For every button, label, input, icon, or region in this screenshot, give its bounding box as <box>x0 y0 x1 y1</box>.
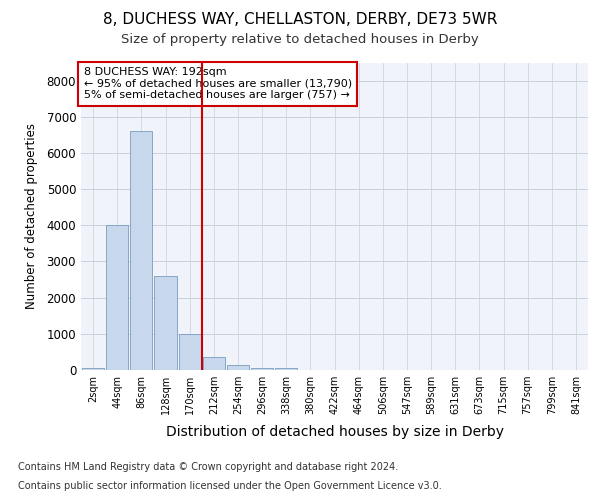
Y-axis label: Number of detached properties: Number of detached properties <box>25 123 38 309</box>
X-axis label: Distribution of detached houses by size in Derby: Distribution of detached houses by size … <box>166 426 503 440</box>
Text: 8 DUCHESS WAY: 192sqm
← 95% of detached houses are smaller (13,790)
5% of semi-d: 8 DUCHESS WAY: 192sqm ← 95% of detached … <box>83 67 352 100</box>
Text: 8, DUCHESS WAY, CHELLASTON, DERBY, DE73 5WR: 8, DUCHESS WAY, CHELLASTON, DERBY, DE73 … <box>103 12 497 28</box>
Text: Contains public sector information licensed under the Open Government Licence v3: Contains public sector information licen… <box>18 481 442 491</box>
Bar <box>154 276 176 370</box>
Text: Contains HM Land Registry data © Crown copyright and database right 2024.: Contains HM Land Registry data © Crown c… <box>18 462 398 472</box>
Bar <box>130 131 152 370</box>
Text: Size of property relative to detached houses in Derby: Size of property relative to detached ho… <box>121 32 479 46</box>
Bar <box>179 334 201 370</box>
Bar <box>82 368 104 370</box>
Bar <box>203 358 225 370</box>
Bar <box>106 226 128 370</box>
Bar <box>227 364 249 370</box>
Bar <box>275 368 298 370</box>
Bar <box>251 368 273 370</box>
